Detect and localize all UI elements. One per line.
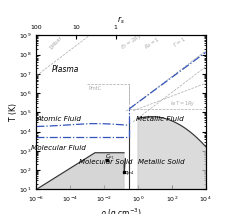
Text: $\Gamma{=}1$: $\Gamma{=}1$ xyxy=(172,34,188,49)
Text: $Rs{=}1$: $Rs{=}1$ xyxy=(143,34,162,51)
Text: PmtC: PmtC xyxy=(89,86,102,91)
Text: $E_F{=}2Ry$: $E_F{=}2Ry$ xyxy=(119,31,145,52)
Text: Plasma: Plasma xyxy=(51,65,79,74)
Polygon shape xyxy=(138,117,206,189)
Polygon shape xyxy=(36,153,124,189)
Text: $C_{p_1}$: $C_{p_1}$ xyxy=(106,153,115,163)
X-axis label: $\rho$ (g cm$^{-3}$): $\rho$ (g cm$^{-3}$) xyxy=(100,206,142,214)
Text: 1Mbar: 1Mbar xyxy=(49,35,64,51)
Text: Metallic Fluid: Metallic Fluid xyxy=(136,116,184,122)
Y-axis label: T (K): T (K) xyxy=(9,103,18,121)
Text: Atomic Fluid: Atomic Fluid xyxy=(36,116,81,122)
Text: Metallic Solid: Metallic Solid xyxy=(138,159,185,165)
Text: $q_{m4}$: $q_{m4}$ xyxy=(124,169,135,177)
Text: Molecular Fluid: Molecular Fluid xyxy=(31,145,86,151)
Text: $k_BT{=}1Ry$: $k_BT{=}1Ry$ xyxy=(170,99,196,108)
Text: Molecular Solid: Molecular Solid xyxy=(79,159,133,165)
X-axis label: $r_s$: $r_s$ xyxy=(117,15,125,26)
